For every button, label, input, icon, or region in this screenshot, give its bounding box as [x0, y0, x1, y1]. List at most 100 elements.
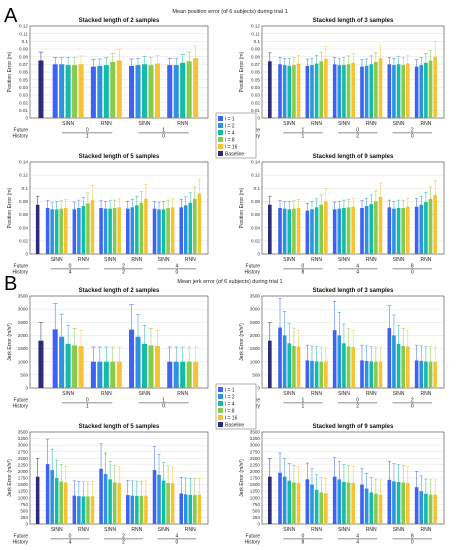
y-tick-label: 0.1: [22, 186, 29, 191]
panel-title: Stacked length of 5 samples: [79, 424, 160, 430]
bar-l4: [188, 494, 193, 524]
x-tick-label: RNN: [311, 391, 322, 397]
bar-l8: [112, 208, 117, 254]
x-tick-label: SINN: [51, 257, 63, 263]
bar-l1: [45, 208, 50, 254]
y-tick-label: 0.01: [19, 108, 28, 113]
bar-l1: [305, 210, 310, 254]
bar-l2: [337, 65, 342, 118]
bar-l2: [173, 65, 179, 118]
bar-l8: [374, 201, 378, 254]
bar-l4: [141, 64, 148, 118]
x-tick-label: RNN: [420, 527, 431, 533]
history-value: 2: [122, 270, 125, 276]
bar-l4: [135, 495, 139, 524]
bar-l4: [396, 481, 401, 524]
bar-l1: [387, 207, 392, 254]
y-tick-label: 0.06: [19, 212, 28, 217]
future-value: 8: [411, 264, 414, 270]
y-tick-label: 0.06: [251, 70, 260, 75]
history-row-label: History: [12, 404, 28, 410]
bar-l2: [282, 208, 287, 254]
bar-l4: [141, 343, 148, 388]
y-tick-label: 0.1: [22, 39, 29, 44]
bar-l1: [387, 479, 392, 524]
bar-l8: [148, 65, 154, 118]
x-tick-label: SINN: [338, 121, 350, 127]
x-tick-label: SINN: [338, 257, 350, 263]
bar-l8: [401, 208, 406, 254]
history-row-label: History: [244, 540, 260, 546]
bar-l8: [292, 482, 296, 524]
legend-entry: l = 4: [225, 130, 235, 136]
bar-l4: [396, 343, 401, 388]
bar-l16: [324, 58, 328, 118]
y-tick-label: 2000: [250, 469, 261, 474]
panel-title: Stacked length of 2 samples: [79, 288, 160, 294]
x-tick-label: RNN: [420, 391, 431, 397]
future-value: 1: [302, 128, 305, 134]
future-value: 2: [122, 534, 125, 540]
bar-l4: [54, 209, 59, 254]
bar-l2: [135, 336, 141, 388]
y-axis-label: Position Error (m): [239, 51, 245, 92]
history-value: 8: [302, 540, 305, 546]
future-value: 4: [356, 534, 359, 540]
bar-l16: [406, 482, 410, 524]
y-tick-label: 2000: [18, 333, 29, 338]
bar-l4: [369, 492, 374, 524]
y-tick-label: 0.06: [19, 70, 28, 75]
bar-l4: [342, 65, 346, 118]
legend-entry: l = 8: [225, 137, 235, 143]
bar-l1: [90, 66, 96, 118]
bar-l4: [103, 65, 109, 118]
y-tick-label: 0.03: [251, 93, 260, 98]
y-tick-label: 250: [252, 515, 260, 520]
legend-swatch: [218, 144, 223, 149]
history-row-label: History: [12, 134, 28, 140]
bar-l16: [324, 493, 328, 524]
history-value: 0: [162, 134, 165, 140]
bar-l16: [296, 482, 301, 524]
bar-l4: [396, 208, 401, 254]
y-tick-label: 0.06: [251, 212, 260, 217]
y-tick-label: 0: [25, 386, 28, 391]
y-tick-label: 0.1: [254, 186, 261, 191]
bar-l8: [319, 204, 324, 254]
y-tick-label: 0.12: [19, 173, 28, 178]
bar-l4: [424, 202, 428, 254]
panel-title: Stacked length of 9 samples: [313, 154, 394, 160]
history-value: 0: [411, 134, 414, 140]
bar-l1: [278, 327, 282, 388]
bar-l2: [337, 335, 342, 388]
bar-l2: [419, 204, 424, 254]
bar-l1: [45, 464, 50, 524]
legend-entry: l = 8: [225, 408, 235, 414]
future-row-label: Future: [14, 534, 29, 540]
y-tick-label: 0.02: [251, 238, 260, 243]
y-tick-label: 0.12: [19, 24, 28, 29]
bar-l4: [424, 62, 428, 118]
future-value: 4: [176, 264, 179, 270]
bar-l4: [161, 209, 166, 254]
bar-l2: [364, 488, 369, 524]
bar-l2: [59, 64, 65, 118]
bar-l16: [351, 346, 355, 388]
bar-l4: [369, 64, 374, 118]
y-tick-label: 0.12: [251, 24, 260, 29]
y-tick-label: 0.02: [19, 100, 28, 105]
y-tick-label: 0.04: [251, 225, 260, 230]
future-value: 0: [86, 128, 89, 134]
bar-l8: [374, 361, 378, 388]
bar-l8: [319, 361, 324, 388]
bar-l2: [337, 208, 342, 254]
bar-l1: [278, 64, 282, 118]
future-value: 4: [176, 534, 179, 540]
bar-l2: [183, 494, 188, 524]
y-tick-label: 0.08: [251, 54, 260, 59]
x-tick-label: SINN: [158, 257, 170, 263]
x-tick-label: RNN: [366, 121, 377, 127]
y-tick-label: 0.03: [19, 93, 28, 98]
baseline-bar: [268, 476, 272, 524]
